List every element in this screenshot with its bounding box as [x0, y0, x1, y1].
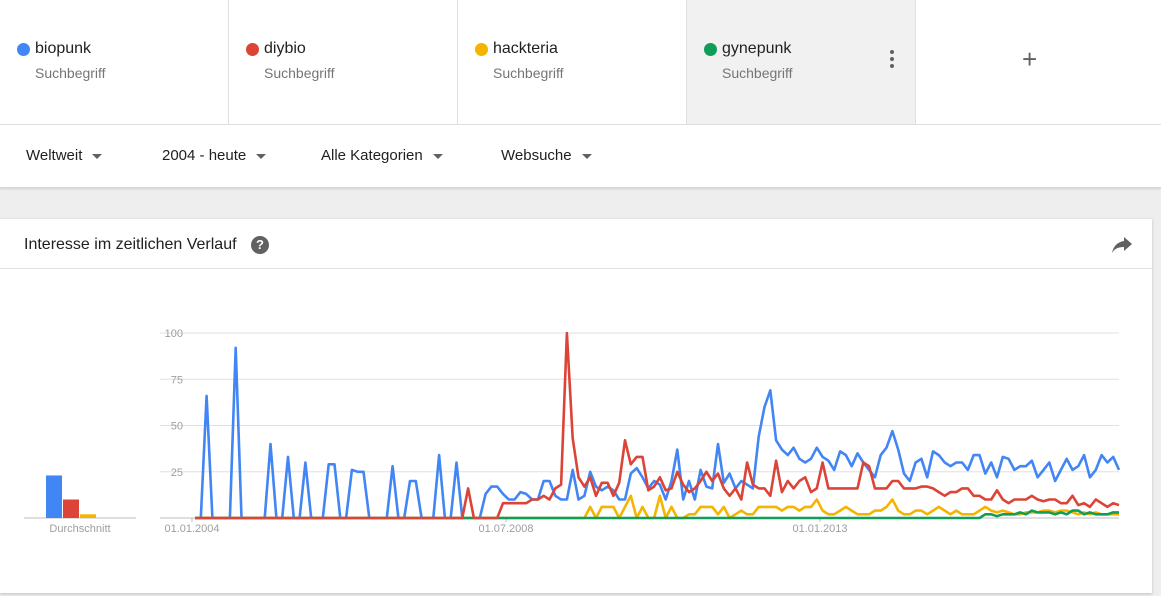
search-terms-bar: biopunk Suchbegriff diybio Suchbegriff h… [0, 0, 1161, 125]
series-color-dot [17, 43, 30, 56]
series-line-diybio [195, 331, 1120, 520]
term-type: Suchbegriff [264, 65, 335, 81]
average-bar-hackteria [80, 514, 96, 518]
share-icon[interactable] [1112, 237, 1132, 253]
category-dropdown[interactable]: Alle Kategorien [321, 147, 443, 164]
term-gynepunk[interactable]: gynepunk Suchbegriff [687, 0, 916, 124]
filter-bar: Weltweit 2004 - heute Alle Kategorien We… [0, 125, 1161, 188]
x-tick-label: 01.01.2004 [164, 523, 219, 535]
series-line-hackteria [195, 494, 1119, 520]
term-type: Suchbegriff [493, 65, 564, 81]
search-type-dropdown[interactable]: Websuche [501, 147, 592, 164]
term-type: Suchbegriff [35, 65, 106, 81]
dropdown-arrow-icon [581, 153, 592, 159]
dropdown-arrow-icon [92, 153, 103, 159]
average-bar-diybio [63, 499, 79, 518]
interest-over-time-card: Interesse im zeitlichen Verlauf ? 100 75 5… [0, 219, 1152, 593]
term-diybio[interactable]: diybio Suchbegriff [229, 0, 458, 124]
series-color-dot [246, 43, 259, 56]
term-name: hackteria [493, 40, 558, 57]
series-color-dot [704, 43, 717, 56]
time-range-dropdown[interactable]: 2004 - heute [162, 147, 267, 164]
dropdown-arrow-icon [256, 153, 267, 159]
x-tick-label: 01.01.2013 [792, 523, 847, 535]
trend-chart: 100 75 50 25 01.01.2004 01.07.2008 01.01.2013 D… [24, 328, 1121, 535]
card-title: Interesse im zeitlichen Verlauf [24, 236, 237, 253]
series-line-biopunk [195, 346, 1121, 520]
y-tick-label: 50 [171, 421, 183, 433]
term-name: biopunk [35, 40, 92, 57]
add-term-button[interactable]: + [916, 0, 1156, 124]
plus-icon: + [1022, 44, 1038, 74]
x-tick-label: 01.07.2008 [478, 523, 533, 535]
time-range-label: 2004 - heute [162, 147, 247, 164]
y-tick-label: 100 [165, 328, 183, 340]
search-type-label: Websuche [501, 147, 572, 164]
term-name: gynepunk [722, 40, 792, 57]
term-hackteria[interactable]: hackteria Suchbegriff [458, 0, 687, 124]
dropdown-arrow-icon [432, 153, 443, 159]
card-divider [0, 268, 1152, 269]
y-tick-label: 75 [171, 374, 183, 386]
category-label: Alle Kategorien [321, 147, 423, 164]
term-name: diybio [264, 40, 306, 57]
more-vert-icon[interactable] [890, 50, 894, 68]
series-color-dot [475, 43, 488, 56]
help-icon[interactable]: ? [251, 236, 269, 254]
average-bar-biopunk [46, 475, 62, 518]
average-label: Durchschnitt [49, 523, 110, 535]
region-label: Weltweit [26, 147, 83, 164]
term-type: Suchbegriff [722, 65, 793, 81]
term-biopunk[interactable]: biopunk Suchbegriff [0, 0, 229, 124]
y-tick-label: 25 [171, 467, 183, 479]
region-dropdown[interactable]: Weltweit [26, 147, 103, 164]
